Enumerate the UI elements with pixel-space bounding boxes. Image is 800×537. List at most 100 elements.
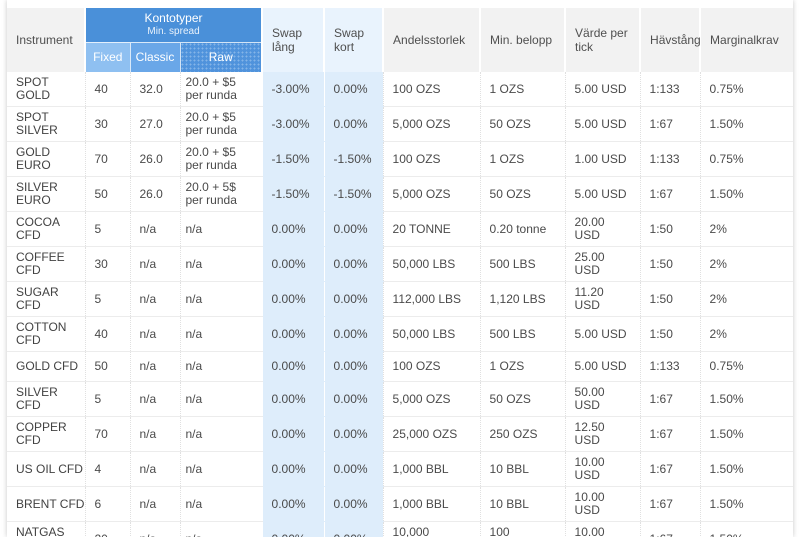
cell-fixed-spread: 40 bbox=[84, 72, 130, 107]
cell-andelsstorlek: 100 OZS bbox=[382, 141, 481, 177]
cell-raw-spread: n/a bbox=[179, 351, 263, 382]
cell-min-belopp: 250 OZS bbox=[479, 416, 566, 452]
cell-min-belopp: 1 OZS bbox=[479, 351, 566, 382]
cell-min-belopp: 50 OZS bbox=[479, 176, 566, 212]
cell-classic-spread: n/a bbox=[129, 381, 180, 417]
cell-andelsstorlek: 25,000 OZS bbox=[382, 416, 481, 452]
cell-andelsstorlek: 50,000 LBS bbox=[382, 316, 481, 352]
cell-marginalkrav: 1.50% bbox=[699, 521, 793, 537]
cell-marginalkrav: 2% bbox=[699, 316, 793, 352]
cell-marginalkrav: 1.50% bbox=[699, 106, 793, 142]
cell-min-belopp: 1 OZS bbox=[479, 141, 566, 177]
cell-havstang: 1:50 bbox=[639, 281, 701, 317]
cell-marginalkrav: 0.75% bbox=[699, 351, 793, 382]
cell-raw-spread: n/a bbox=[179, 381, 263, 417]
cell-swap-short: 0.00% bbox=[323, 281, 384, 317]
cell-marginalkrav: 0.75% bbox=[699, 72, 793, 107]
cell-marginalkrav: 1.50% bbox=[699, 486, 793, 522]
instruments-page: Instrument Kontotyper Min. spread Swap l… bbox=[7, 0, 793, 537]
cell-instrument: SPOT SILVER bbox=[7, 106, 85, 142]
cell-fixed-spread: 5 bbox=[84, 281, 130, 317]
cell-marginalkrav: 2% bbox=[699, 246, 793, 282]
cell-andelsstorlek: 20 TONNE bbox=[382, 211, 481, 247]
cell-havstang: 1:67 bbox=[639, 381, 701, 417]
cell-fixed-spread: 70 bbox=[84, 416, 130, 452]
cell-instrument: COPPER CFD bbox=[7, 416, 85, 452]
cell-andelsstorlek: 112,000 LBS bbox=[382, 281, 481, 317]
cell-min-belopp: 1,120 LBS bbox=[479, 281, 566, 317]
cell-instrument: SILVER CFD bbox=[7, 381, 85, 417]
cell-marginalkrav: 1.50% bbox=[699, 176, 793, 212]
header-havstang: Hävstång bbox=[639, 8, 701, 72]
cell-classic-spread: n/a bbox=[129, 416, 180, 452]
cell-swap-short: -1.50% bbox=[323, 141, 384, 177]
cell-swap-long: -3.00% bbox=[261, 106, 325, 142]
cell-havstang: 1:67 bbox=[639, 451, 701, 487]
cell-havstang: 1:133 bbox=[639, 351, 701, 382]
cell-classic-spread: n/a bbox=[129, 211, 180, 247]
cell-swap-short: 0.00% bbox=[323, 416, 384, 452]
cell-raw-spread: 20.0 + $5 per runda bbox=[179, 106, 263, 142]
cell-havstang: 1:67 bbox=[639, 416, 701, 452]
cell-min-belopp: 10 BBL bbox=[479, 451, 566, 487]
cell-havstang: 1:67 bbox=[639, 176, 701, 212]
cell-raw-spread: n/a bbox=[179, 211, 263, 247]
cell-fixed-spread: 5 bbox=[84, 211, 130, 247]
header-min-belopp: Min. belopp bbox=[479, 8, 566, 72]
cell-varde-per-tick: 5.00 USD bbox=[564, 176, 641, 212]
cell-instrument: GOLD CFD bbox=[7, 351, 85, 382]
cell-classic-spread: 26.0 bbox=[129, 141, 180, 177]
cell-fixed-spread: 20 bbox=[84, 521, 130, 537]
cell-swap-long: 0.00% bbox=[261, 416, 325, 452]
cell-classic-spread: n/a bbox=[129, 451, 180, 487]
table-row: COFFEE CFD 30 n/a n/a 0.00% 0.00% 50,000… bbox=[7, 246, 793, 282]
table-row: US OIL CFD 4 n/a n/a 0.00% 0.00% 1,000 B… bbox=[7, 451, 793, 487]
header-account-classic: Classic bbox=[129, 41, 180, 72]
cell-min-belopp: 500 LBS bbox=[479, 246, 566, 282]
cell-swap-long: 0.00% bbox=[261, 211, 325, 247]
cell-varde-per-tick: 5.00 USD bbox=[564, 351, 641, 382]
cell-marginalkrav: 0.75% bbox=[699, 141, 793, 177]
table-row: GOLD EURO 70 26.0 20.0 + $5 per runda -1… bbox=[7, 141, 793, 177]
table-row: SPOT GOLD 40 32.0 20.0 + $5 per runda -3… bbox=[7, 72, 793, 107]
cell-swap-long: 0.00% bbox=[261, 351, 325, 382]
cell-varde-per-tick: 10.00 USD bbox=[564, 451, 641, 487]
cell-marginalkrav: 2% bbox=[699, 281, 793, 317]
cell-fixed-spread: 50 bbox=[84, 176, 130, 212]
cell-varde-per-tick: 10.00 USD bbox=[564, 521, 641, 537]
cell-andelsstorlek: 50,000 LBS bbox=[382, 246, 481, 282]
cell-andelsstorlek: 10,000 MMBTU bbox=[382, 521, 481, 537]
cell-varde-per-tick: 10.00 USD bbox=[564, 486, 641, 522]
cell-instrument: GOLD EURO bbox=[7, 141, 85, 177]
cell-raw-spread: 20.0 + $5 per runda bbox=[179, 141, 263, 177]
cell-varde-per-tick: 5.00 USD bbox=[564, 316, 641, 352]
cell-instrument: NATGAS CFD bbox=[7, 521, 85, 537]
cell-classic-spread: n/a bbox=[129, 521, 180, 537]
cell-fixed-spread: 5 bbox=[84, 381, 130, 417]
cell-fixed-spread: 4 bbox=[84, 451, 130, 487]
cell-swap-short: 0.00% bbox=[323, 211, 384, 247]
cell-classic-spread: 27.0 bbox=[129, 106, 180, 142]
cell-swap-short: 0.00% bbox=[323, 246, 384, 282]
cell-marginalkrav: 1.50% bbox=[699, 416, 793, 452]
table-row: SPOT SILVER 30 27.0 20.0 + $5 per runda … bbox=[7, 106, 793, 142]
cell-raw-spread: 20.0 + $5 per runda bbox=[179, 72, 263, 107]
cell-marginalkrav: 2% bbox=[699, 211, 793, 247]
kontotyper-label: Kontotyper bbox=[144, 10, 203, 25]
cell-classic-spread: 26.0 bbox=[129, 176, 180, 212]
table-row: COTTON CFD 40 n/a n/a 0.00% 0.00% 50,000… bbox=[7, 316, 793, 352]
instruments-table: Instrument Kontotyper Min. spread Swap l… bbox=[7, 8, 793, 537]
cell-swap-long: -1.50% bbox=[261, 141, 325, 177]
cell-instrument: COFFEE CFD bbox=[7, 246, 85, 282]
cell-classic-spread: n/a bbox=[129, 281, 180, 317]
cell-marginalkrav: 1.50% bbox=[699, 381, 793, 417]
header-account-raw: Raw bbox=[179, 41, 263, 72]
cell-min-belopp: 50 OZS bbox=[479, 106, 566, 142]
cell-andelsstorlek: 100 OZS bbox=[382, 72, 481, 107]
header-marginalkrav: Marginalkrav bbox=[699, 8, 793, 72]
cell-swap-long: 0.00% bbox=[261, 486, 325, 522]
cell-instrument: COCOA CFD bbox=[7, 211, 85, 247]
cell-min-belopp: 100 MMBTU bbox=[479, 521, 566, 537]
header-account-fixed: Fixed bbox=[84, 41, 130, 72]
cell-raw-spread: n/a bbox=[179, 486, 263, 522]
